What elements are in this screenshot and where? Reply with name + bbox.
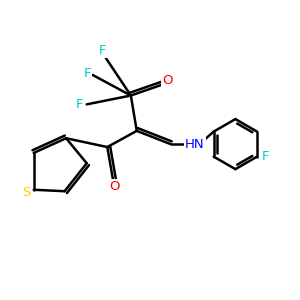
Text: F: F: [76, 98, 83, 111]
Text: O: O: [110, 180, 120, 193]
Text: HN: HN: [185, 138, 205, 151]
Text: S: S: [22, 186, 31, 199]
Text: F: F: [262, 150, 269, 163]
Text: F: F: [99, 44, 106, 57]
Text: O: O: [162, 74, 173, 87]
Text: F: F: [83, 67, 91, 80]
